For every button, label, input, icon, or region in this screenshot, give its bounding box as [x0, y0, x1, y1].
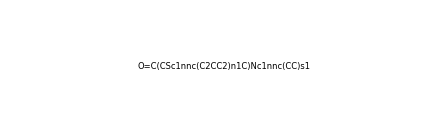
Text: O=C(CSc1nnc(C2CC2)n1C)Nc1nnc(CC)s1: O=C(CSc1nnc(C2CC2)n1C)Nc1nnc(CC)s1	[137, 62, 310, 72]
